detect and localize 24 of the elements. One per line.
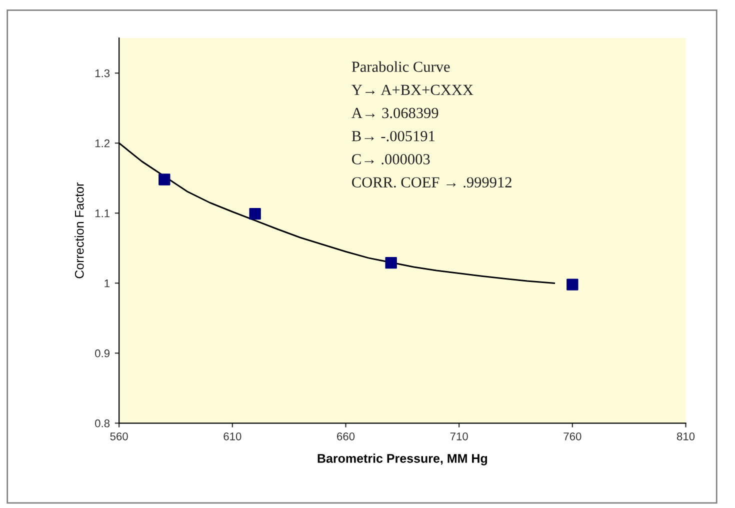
- y-tick-label: 1.1: [95, 210, 110, 218]
- y-tick-label: 0.8: [95, 419, 110, 428]
- annotation: Y→ A+BX+CXXX: [352, 84, 474, 96]
- annotation: Parabolic Curve: [352, 61, 450, 72]
- annotation: C→ .000003: [352, 154, 430, 164]
- annotation: B→ -.005191: [352, 130, 435, 142]
- y-tick-label: 0.9: [95, 349, 110, 358]
- x-tick-label: 660: [337, 432, 355, 440]
- annotation: A→ 3.068399: [352, 108, 438, 118]
- x-tick-label: 560: [110, 432, 128, 440]
- y-tick-label: 1.3: [95, 69, 110, 78]
- x-axis-title: Barometric Pressure, MM Hg: [318, 454, 488, 466]
- x-tick-label: 610: [224, 432, 242, 440]
- point: [566, 278, 578, 290]
- point: [385, 256, 397, 269]
- x-tick-label: 810: [676, 432, 695, 440]
- y-axis-title: Correction Factor: [74, 182, 84, 278]
- y-tick-label: 1.2: [95, 139, 110, 148]
- point: [249, 208, 261, 220]
- x-tick-label: 760: [564, 432, 582, 440]
- annotation: CORR. COEF → .999912: [352, 177, 512, 188]
- x-tick-label: 710: [450, 432, 468, 440]
- point: [158, 174, 170, 186]
- y-tick-label: 1: [104, 280, 110, 288]
